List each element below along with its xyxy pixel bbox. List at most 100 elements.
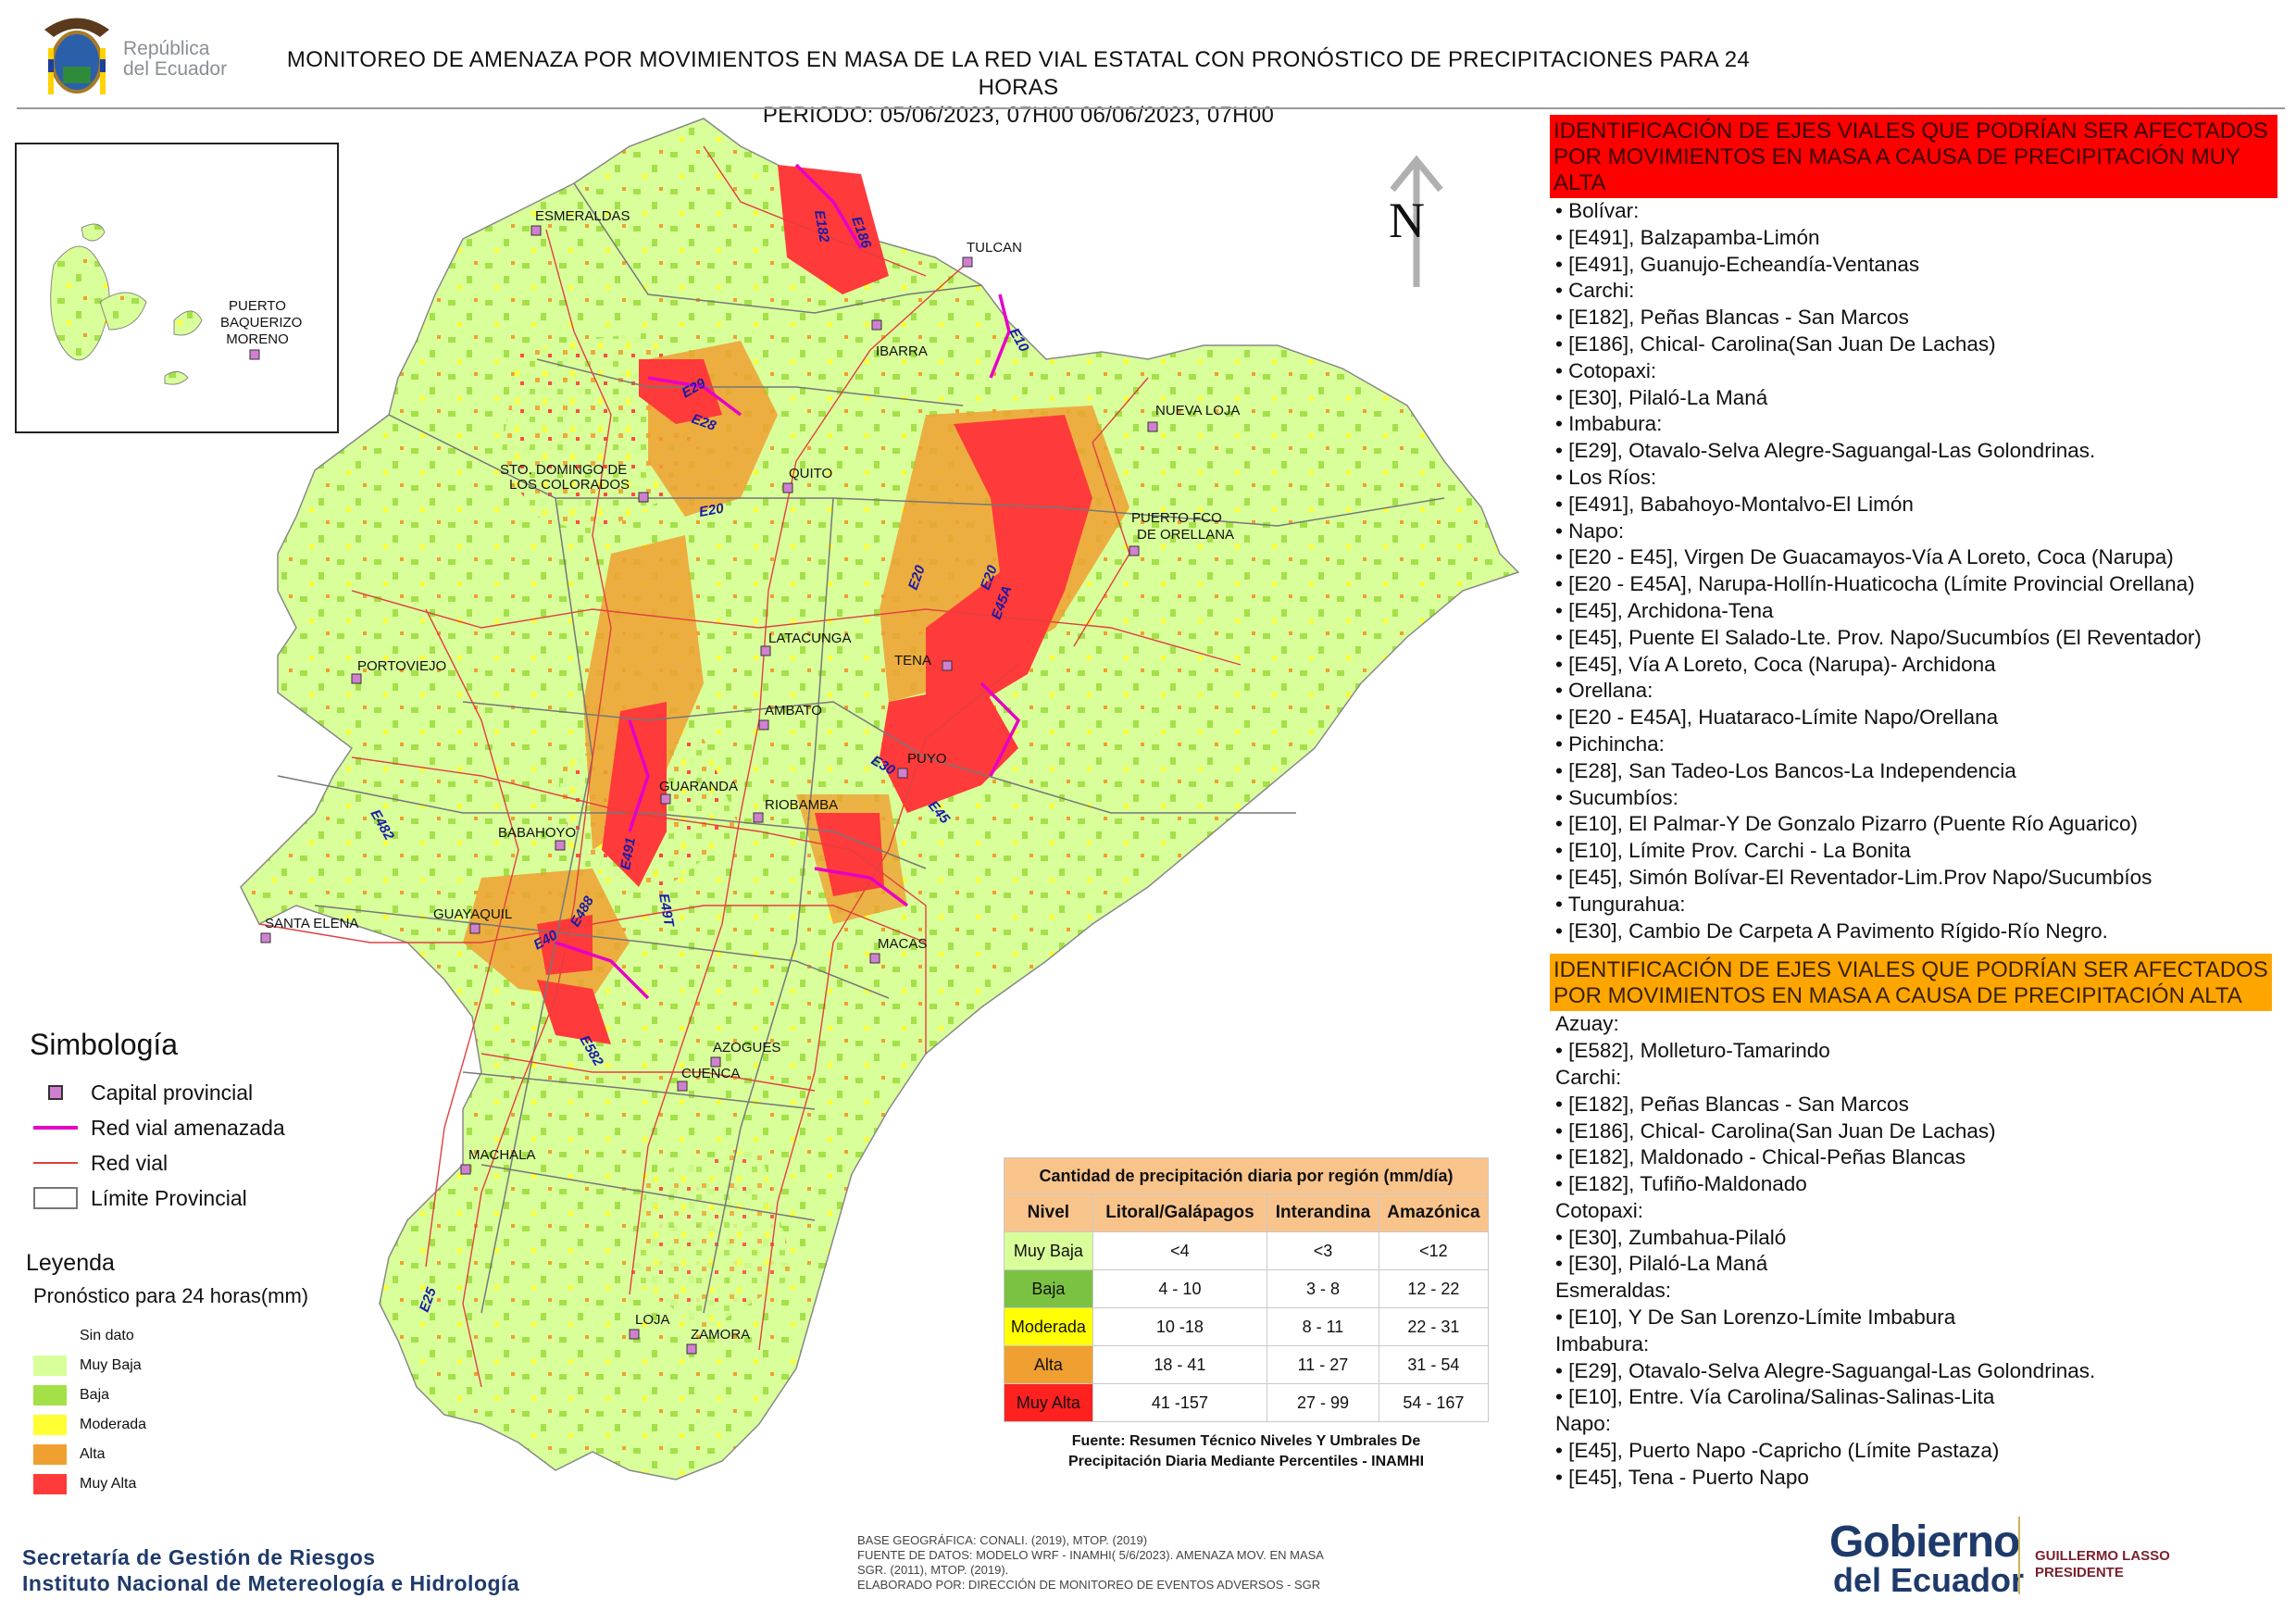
road-list-item: • [E10], El Palmar-Y De Gonzalo Pizarro … bbox=[1555, 812, 2139, 836]
road-list-item: • [E182], Peñas Blancas - San Marcos bbox=[1555, 306, 1909, 330]
city-guayaquil: GUAYAQUIL bbox=[433, 906, 512, 934]
road-list-item: • [E10], Y De San Lorenzo-Límite Imbabur… bbox=[1555, 1305, 1956, 1330]
city-riobamba: RIOBAMBA bbox=[753, 797, 838, 823]
president-name: GUILLERMO LASSO bbox=[2035, 1548, 2170, 1564]
logo-text-1: República bbox=[123, 38, 210, 59]
header-divider bbox=[17, 107, 2285, 109]
city-esmeraldas: ESMERALDAS bbox=[530, 208, 630, 236]
road-list-item: Azuay: bbox=[1555, 1012, 1619, 1036]
ecuador-map: E182 E186 E10 E29 E28 E20 E20 E20 E45A E… bbox=[0, 109, 1537, 1517]
symbology-legend: Simbología Capital provincial Red vial a… bbox=[30, 1028, 381, 1216]
road-list-item: • Imbabura: bbox=[1555, 412, 1663, 436]
road-list-item: • [E182], Maldonado - Chical-Peñas Blanc… bbox=[1555, 1145, 1966, 1169]
road-line-icon bbox=[33, 1162, 78, 1164]
road-list-item: • Orellana: bbox=[1555, 679, 1653, 703]
svg-text:GUARANDA: GUARANDA bbox=[659, 779, 738, 794]
road-label: E49T bbox=[655, 893, 677, 930]
coat-of-arms-icon bbox=[44, 18, 109, 94]
legend-item: Baja bbox=[26, 1380, 359, 1410]
road-list-item: Napo: bbox=[1555, 1412, 1612, 1436]
provincial-boundaries bbox=[277, 182, 1445, 1314]
alta-list: Azuay: • [E582], Molleturo-Tamarindo Carch… bbox=[1550, 1011, 2281, 1491]
road-list-item: • [E45], Simón Bolívar-El Reventador-Lim… bbox=[1555, 865, 2152, 889]
city-portoviejo: PORTOVIEJO bbox=[351, 658, 446, 684]
svg-text:AMBATO: AMBATO bbox=[765, 703, 822, 718]
svg-text:RIOBAMBA: RIOBAMBA bbox=[765, 797, 838, 813]
muy-alta-list: • Bolívar: • [E491], Balzapamba-Limón • [E… bbox=[1550, 198, 2281, 944]
president-title: PRESIDENTE bbox=[2035, 1565, 2124, 1580]
legend-item: Muy Alta bbox=[26, 1469, 359, 1499]
road-label: E20 bbox=[698, 500, 726, 519]
svg-text:LOJA: LOJA bbox=[635, 1312, 670, 1328]
north-arrow-icon bbox=[1390, 155, 1443, 287]
table-header: Amazónica bbox=[1378, 1193, 1490, 1232]
road-list-item: • [E186], Chical- Carolina(San Juan De L… bbox=[1555, 1118, 1996, 1143]
logo-divider bbox=[2018, 1517, 2020, 1594]
galapagos-inset: PUERTO BAQUERIZO MORENO bbox=[15, 143, 339, 433]
org-line-1: Secretaría de Gestión de Riesgos bbox=[22, 1545, 376, 1569]
road-list-item: • [E20 - E45A], Huataraco-Límite Napo/Or… bbox=[1555, 706, 1999, 730]
gobierno-logo: Gobierno del Ecuador GUILLERMO LASSO PRE… bbox=[1824, 1511, 2250, 1604]
symbology-item: Red vial bbox=[30, 1145, 381, 1181]
table-source: Fuente: Resumen Técnico Niveles Y Umbral… bbox=[1067, 1433, 1425, 1469]
legend-title: Leyenda bbox=[26, 1250, 115, 1276]
road-list-item: • [E45], Puerto Napo -Capricho (Límite P… bbox=[1555, 1439, 2000, 1463]
svg-text:DE ORELLANA: DE ORELLANA bbox=[1137, 527, 1234, 543]
city-santa-elena: SANTA ELENA bbox=[260, 916, 358, 943]
city-nueva-loja: NUEVA LOJA bbox=[1147, 403, 1240, 432]
road-network bbox=[258, 145, 1242, 1388]
road-list-item: • [E10], Entre. Vía Carolina/Salinas-Sal… bbox=[1555, 1385, 1995, 1409]
symbology-item: Red vial amenazada bbox=[30, 1110, 381, 1145]
legend-item: Muy Baja bbox=[26, 1351, 359, 1380]
road-list-item: • Cotopaxi: bbox=[1555, 358, 1657, 382]
precipitation-table: Cantidad de precipitación diaria por reg… bbox=[1004, 1157, 1490, 1422]
table-row: Moderada 10 -18 8 - 11 22 - 31 bbox=[1004, 1307, 1490, 1346]
inset-city-label: PUERTO BAQUERIZO MORENO bbox=[220, 298, 303, 347]
footer-organizations: Secretaría de Gestión de Riesgos Institu… bbox=[22, 1544, 519, 1596]
table-row: Alta 18 - 41 11 - 27 31 - 54 bbox=[1004, 1345, 1490, 1384]
road-list-item: Esmeraldas: bbox=[1555, 1279, 1672, 1303]
threatened-roads bbox=[555, 163, 1021, 1000]
road-list-item: • [E29], Otavalo-Selva Alegre-Saguangal-… bbox=[1555, 439, 2096, 463]
svg-text:IBARRA: IBARRA bbox=[876, 344, 928, 359]
road-list-item: • [E186], Chical- Carolina(San Juan De L… bbox=[1555, 331, 1996, 356]
city-macas: MACAS bbox=[869, 936, 927, 964]
capital-marker-icon bbox=[249, 349, 260, 360]
road-list-item: • [E582], Molleturo-Tamarindo bbox=[1555, 1039, 1830, 1063]
road-list-item: Carchi: bbox=[1555, 1065, 1622, 1089]
zone-muy-alta-napo bbox=[880, 683, 1018, 813]
road-list-item: • [E45], Puente El Salado-Lte. Prov. Nap… bbox=[1555, 625, 2202, 649]
svg-text:LATACUNGA: LATACUNGA bbox=[768, 631, 851, 646]
road-list-item: • [E45], Tena - Puerto Napo bbox=[1555, 1465, 1809, 1489]
table-header: Nivel bbox=[1004, 1193, 1093, 1232]
symbology-title: Simbología bbox=[30, 1028, 179, 1061]
forecast-legend: Leyenda Pronóstico para 24 horas(mm) Sin… bbox=[26, 1250, 359, 1499]
city-ambato: AMBATO bbox=[758, 703, 822, 731]
svg-text:CUENCA: CUENCA bbox=[681, 1066, 740, 1081]
north-arrow: N bbox=[1379, 153, 1454, 292]
road-list-item: • [E182], Peñas Blancas - San Marcos bbox=[1555, 1092, 1909, 1116]
road-list-item: • [E491], Babahoyo-Montalvo-El Limón bbox=[1555, 492, 1914, 516]
road-list-item: • Pichincha: bbox=[1555, 731, 1665, 756]
road-list-item: • [E10], Límite Prov. Carchi - La Bonita bbox=[1555, 839, 1911, 863]
road-list-item: • [E29], Otavalo-Selva Alegre-Saguangal-… bbox=[1555, 1358, 2096, 1382]
road-list-item: • [E28], San Tadeo-Los Bancos-La Indepen… bbox=[1555, 758, 2016, 782]
svg-text:MACHALA: MACHALA bbox=[468, 1147, 536, 1163]
svg-text:PORTOVIEJO: PORTOVIEJO bbox=[357, 658, 446, 674]
zone-muy-alta-carchi bbox=[778, 165, 889, 294]
road-list-item: • [E491], Guanujo-Echeandía-Ventanas bbox=[1555, 252, 1920, 276]
road-label: E491 bbox=[618, 836, 639, 870]
north-label: N bbox=[1389, 193, 1425, 248]
gobierno-text: Gobierno bbox=[1829, 1518, 2020, 1567]
road-list-item: • Sucumbíos: bbox=[1555, 785, 1678, 809]
symbology-item: Capital provincial bbox=[30, 1075, 381, 1110]
svg-text:ESMERALDAS: ESMERALDAS bbox=[535, 208, 630, 224]
svg-text:STO. DOMINGO DE: STO. DOMINGO DE bbox=[500, 462, 627, 478]
org-line-2: Instituto Nacional de Metereología e Hid… bbox=[22, 1571, 520, 1595]
svg-text:ZAMORA: ZAMORA bbox=[691, 1327, 750, 1343]
legend-subtitle: Pronóstico para 24 horas(mm) bbox=[33, 1284, 309, 1307]
road-list-item: • [E182], Tufiño-Maldonado bbox=[1555, 1172, 1807, 1196]
svg-text:PUYO: PUYO bbox=[907, 751, 947, 767]
republica-logo: República del Ecuador bbox=[35, 11, 239, 104]
